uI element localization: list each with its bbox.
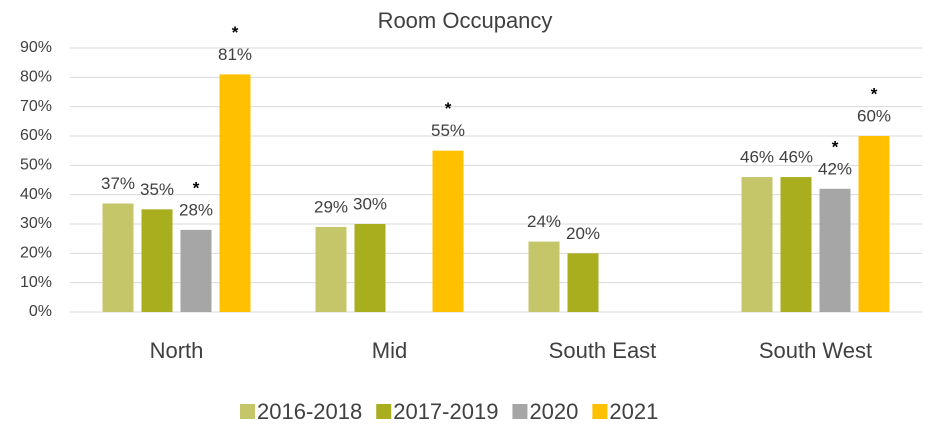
x-tick-label: North — [150, 338, 204, 363]
legend-label: 2017-2019 — [393, 399, 498, 424]
legend-label: 2016-2018 — [257, 399, 362, 424]
bar — [432, 150, 464, 312]
bar — [354, 224, 386, 312]
x-tick-label: Mid — [372, 338, 407, 363]
value-label: 46% — [779, 148, 813, 167]
legend-swatch — [376, 404, 392, 419]
y-tick-label: 50% — [20, 157, 52, 174]
y-tick-label: 40% — [20, 186, 52, 203]
y-tick-label: 90% — [20, 39, 52, 56]
annotation: * — [232, 23, 239, 42]
bar — [567, 253, 599, 312]
value-label: 55% — [431, 121, 465, 140]
bar — [180, 229, 212, 312]
y-tick-label: 70% — [20, 98, 52, 115]
value-label: 30% — [353, 194, 387, 213]
legend-label: 2021 — [609, 399, 658, 424]
value-label: 29% — [314, 197, 348, 216]
annotation: * — [445, 99, 452, 118]
x-tick-label: South West — [759, 338, 872, 363]
y-tick-label: 80% — [20, 69, 52, 86]
bar — [219, 74, 251, 313]
annotation: * — [832, 137, 839, 156]
value-label: 46% — [740, 148, 774, 167]
legend-swatch — [592, 404, 608, 419]
legend-label: 2020 — [529, 399, 578, 424]
chart-title: Room Occupancy — [378, 8, 553, 33]
bar — [780, 177, 812, 312]
bar — [315, 226, 347, 312]
legend-swatch — [512, 404, 528, 419]
bar — [741, 177, 773, 312]
bar — [858, 136, 890, 312]
value-label: 35% — [140, 180, 174, 199]
legend-swatch — [240, 404, 255, 419]
y-tick-label: 20% — [20, 245, 52, 262]
y-tick-label: 10% — [20, 274, 52, 291]
y-tick-label: 30% — [20, 215, 52, 232]
bar — [819, 188, 851, 312]
value-label: 60% — [857, 106, 891, 125]
annotation: * — [871, 84, 878, 103]
value-label: 37% — [101, 174, 135, 193]
value-label: 24% — [527, 212, 561, 231]
x-tick-label: South East — [549, 338, 657, 363]
value-label: 20% — [566, 224, 600, 243]
bar — [528, 241, 560, 312]
value-label: 81% — [218, 45, 252, 64]
bar — [141, 209, 173, 312]
value-label: 28% — [179, 200, 213, 219]
value-label: 42% — [818, 159, 852, 178]
y-tick-label: 0% — [29, 303, 52, 320]
y-tick-label: 60% — [20, 127, 52, 144]
bar — [102, 203, 134, 312]
annotation: * — [193, 178, 200, 197]
